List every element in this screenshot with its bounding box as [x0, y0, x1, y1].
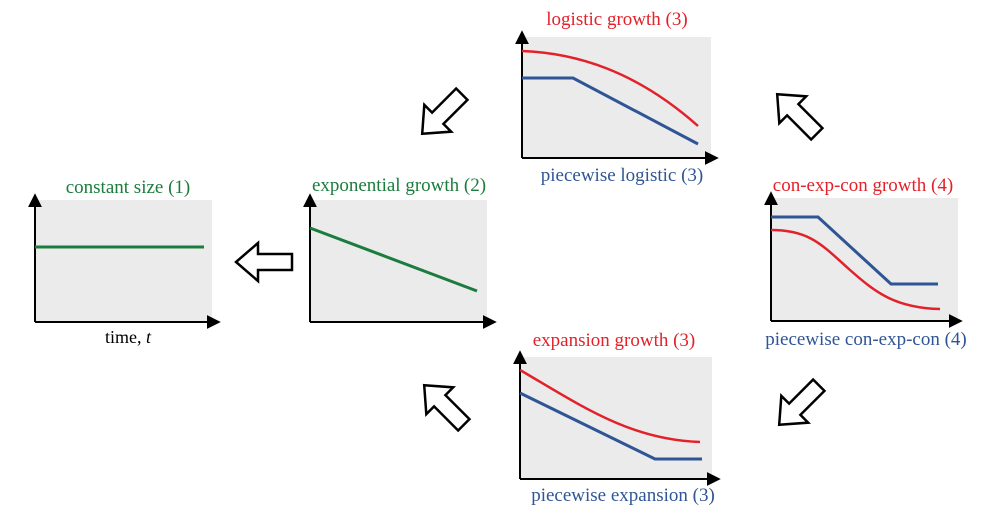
panel-title: constant size (1): [66, 177, 191, 198]
panel-title: exponential growth (2): [312, 175, 486, 196]
plot-background: [35, 200, 212, 322]
piecewise-logistic-curve: [522, 76, 699, 146]
panel-exponential-growth: exponential growth (2): [303, 175, 497, 329]
arrow-layer: [234, 86, 827, 433]
panel-logistic-growth: logistic growth (3) piecewise logistic (…: [515, 9, 719, 186]
arrow-logistic-to-exponential: [420, 86, 470, 136]
panel-subtitle: piecewise logistic (3): [541, 165, 704, 186]
plot-background: [522, 37, 711, 158]
panel-con-exp-con-growth: con-exp-con growth (4) piecewise con-exp…: [764, 175, 967, 350]
time-axis-label: time, t: [105, 327, 152, 347]
arrow-exponential-to-constant: [234, 240, 294, 284]
panel-title: con-exp-con growth (4): [773, 175, 953, 196]
con-exp-con-curve: [770, 228, 941, 311]
arrow-conexpcon-to-expansion: [777, 377, 827, 427]
arrow-conexpcon-to-logistic: [775, 92, 825, 142]
arrow-expansion-to-exponential: [422, 383, 472, 433]
exponential-curve: [309, 226, 478, 293]
time-axis-label-text: time,: [105, 327, 146, 347]
panel-expansion-growth: expansion growth (3) piecewise expansion…: [513, 330, 721, 506]
panel-subtitle: piecewise con-exp-con (4): [765, 329, 967, 350]
logistic-curve: [521, 49, 699, 127]
expansion-curve: [519, 368, 701, 444]
panel-title: logistic growth (3): [546, 9, 687, 30]
time-axis-variable: t: [146, 327, 152, 347]
piecewise-expansion-curve: [519, 391, 702, 461]
panel-title: expansion growth (3): [533, 330, 696, 351]
panel-subtitle: piecewise expansion (3): [531, 485, 715, 506]
piecewise-con-exp-con-curve: [771, 215, 938, 286]
plot-background: [520, 357, 712, 479]
panel-constant-size: constant size (1) time, t: [28, 177, 221, 347]
